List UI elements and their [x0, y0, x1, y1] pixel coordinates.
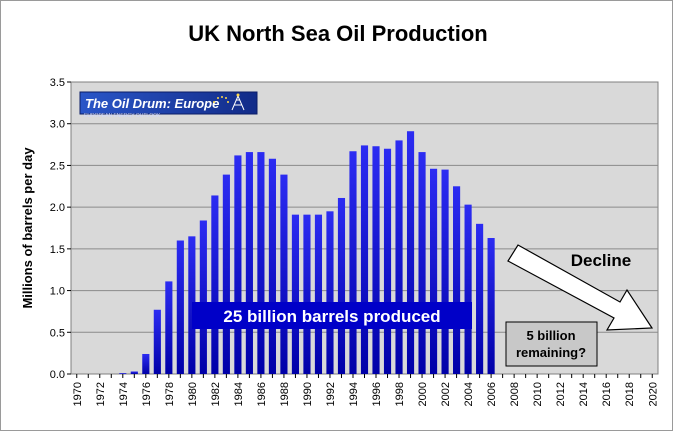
bar-1988 — [280, 174, 288, 374]
bar-2006 — [487, 238, 495, 374]
produced-label-bg — [192, 302, 472, 329]
bar-1985 — [245, 152, 253, 374]
x-tick-label: 1980 — [187, 382, 199, 406]
bar-1996 — [372, 146, 380, 374]
x-tick-label: 2004 — [463, 382, 475, 406]
bar-2001 — [429, 168, 438, 374]
x-tick-label: 1994 — [348, 382, 360, 406]
bar-2000 — [418, 152, 426, 374]
bar-1980 — [188, 236, 196, 374]
bar-1986 — [257, 152, 265, 374]
bar-1997 — [383, 148, 392, 374]
bar-1979 — [176, 240, 184, 374]
bar-1999 — [406, 131, 415, 374]
bar-2002 — [441, 169, 449, 374]
x-tick-label: 1990 — [302, 382, 314, 406]
x-tick-label: 2016 — [601, 382, 613, 406]
eu-stars-icon — [213, 96, 229, 103]
y-axis-ticks: 0.0 0.5 1.0 1.5 2.0 2.5 3.0 3.5 — [50, 77, 71, 381]
bar-1990 — [303, 214, 311, 374]
bars — [119, 131, 495, 374]
badge-subtext: EUROPEAN ENERGY OUTLOOK — [84, 113, 161, 119]
x-tick-label: 2006 — [486, 382, 498, 406]
bar-1974 — [119, 373, 127, 374]
x-tick-label: 1998 — [394, 382, 406, 406]
bar-1978 — [165, 281, 173, 374]
x-axis-ticks: 1970 1972 1974 1976 1978 1980 1982 1984 1986 1988… — [72, 374, 659, 406]
x-tick-label: 1982 — [210, 382, 222, 406]
y-tick-label: 0.5 — [50, 327, 65, 339]
x-tick-label: 2008 — [509, 382, 521, 406]
bar-2004 — [464, 204, 472, 374]
x-tick-label: 1992 — [325, 382, 337, 406]
remaining-annotation-line1: 5 billion — [526, 328, 575, 343]
x-tick-label: 1974 — [118, 382, 130, 406]
y-tick-label: 2.5 — [50, 160, 65, 172]
x-tick-label: 1978 — [164, 382, 176, 406]
produced-annotation: 25 billion barrels produced — [223, 307, 440, 326]
y-axis-label: Millions of barrels per day — [20, 147, 35, 309]
oil-drum-badge: The Oil Drum: Europe EUROPEAN ENERGY OUT… — [79, 91, 258, 119]
remaining-box — [505, 321, 598, 367]
y-tick-label: 1.0 — [50, 286, 65, 298]
x-tick-label: 1996 — [371, 382, 383, 406]
chart-title: UK North Sea Oil Production — [188, 21, 487, 46]
x-tick-label: 2014 — [578, 382, 590, 406]
y-tick-label: 2.0 — [50, 202, 65, 214]
bar-1981 — [199, 220, 207, 374]
bar-1991 — [314, 214, 323, 374]
x-tick-label: 1976 — [141, 382, 153, 406]
y-tick-label: 3.5 — [50, 77, 65, 89]
x-tick-label: 1970 — [72, 382, 84, 406]
bar-1987 — [268, 158, 276, 374]
bar-1989 — [291, 214, 300, 374]
bar-1995 — [360, 145, 369, 374]
bar-1992 — [326, 211, 334, 374]
oil-derrick-icon — [231, 93, 245, 111]
x-tick-label: 2000 — [417, 382, 429, 406]
x-tick-label: 1972 — [95, 382, 107, 406]
bar-1994 — [349, 151, 357, 374]
x-tick-label: 2010 — [532, 382, 544, 406]
bar-1976 — [142, 353, 150, 374]
bar-2005 — [476, 223, 484, 374]
x-tick-label: 2012 — [555, 382, 567, 406]
x-tick-label: 2002 — [440, 382, 452, 406]
bar-1975 — [130, 371, 138, 374]
decline-annotation: Decline — [571, 251, 631, 270]
x-tick-label: 1988 — [279, 382, 291, 406]
bar-1998 — [395, 140, 403, 374]
x-tick-label: 2018 — [624, 382, 636, 406]
bar-1983 — [222, 174, 230, 374]
x-tick-label: 1984 — [233, 382, 245, 406]
decline-arrow — [507, 244, 654, 331]
bar-1984 — [234, 155, 242, 374]
remaining-annotation-line2: remaining? — [516, 345, 586, 360]
x-tick-label: 1986 — [256, 382, 268, 406]
y-tick-label: 1.5 — [50, 244, 65, 256]
bar-1993 — [337, 197, 346, 374]
x-tick-label: 2020 — [647, 382, 659, 406]
y-tick-label: 0.0 — [50, 369, 65, 381]
bar-1977 — [153, 309, 161, 374]
y-tick-label: 3.0 — [50, 119, 65, 131]
bar-2003 — [453, 186, 461, 374]
bar-1982 — [211, 195, 219, 374]
badge-title: The Oil Drum: Europe — [85, 96, 219, 111]
